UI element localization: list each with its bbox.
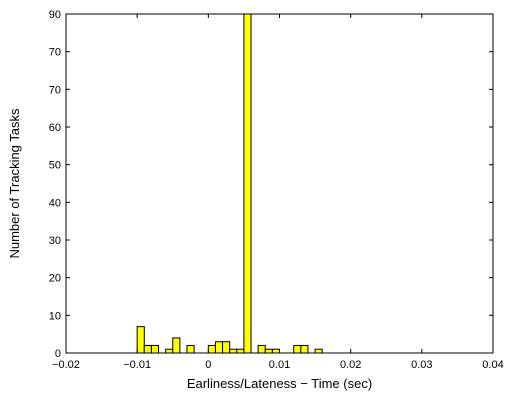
histogram-bar <box>264 348 273 354</box>
y-tick-label: 60 <box>49 122 61 134</box>
x-axis: −0.02 −0.01 0 0.01 0.02 0.03 0.04 <box>52 14 504 371</box>
histogram-bar <box>222 341 231 354</box>
x-tick-label: 0.02 <box>340 359 361 371</box>
histogram-bar <box>257 344 266 354</box>
x-tick-label: 0 <box>205 359 211 371</box>
histogram-bar <box>214 341 224 354</box>
histogram-bar <box>314 348 323 354</box>
histogram-bar <box>207 344 216 354</box>
histogram-bar <box>271 348 280 354</box>
histogram-bar <box>229 348 238 354</box>
histogram-bar <box>243 13 252 354</box>
x-axis-label: Earliness/Lateness − Time (sec) <box>187 376 372 391</box>
histogram-bar <box>143 344 152 354</box>
y-axis-label: Number of Tracking Tasks <box>7 108 22 259</box>
histogram-bar <box>186 344 195 354</box>
x-tick-label: 0.01 <box>269 359 290 371</box>
y-tick-label: 70 <box>49 47 61 59</box>
x-tick-label: −0.01 <box>123 359 151 371</box>
histogram-bar <box>236 348 245 354</box>
y-tick-label: 10 <box>49 310 61 322</box>
y-axis: 0 10 20 30 40 50 60 70 70 90 <box>49 9 493 360</box>
y-tick-label: 70 <box>49 84 61 96</box>
histogram-bar <box>136 326 145 354</box>
y-tick-label: 0 <box>55 348 61 360</box>
x-tick-label: 0.04 <box>482 359 503 371</box>
y-tick-label: 90 <box>49 9 61 21</box>
y-tick-label: 30 <box>49 235 61 247</box>
y-tick-label: 40 <box>49 197 61 209</box>
histogram-bar <box>300 344 309 354</box>
y-tick-label: 20 <box>49 273 61 285</box>
y-tick-label: 50 <box>49 160 61 172</box>
histogram-bar <box>172 337 181 354</box>
x-tick-label: 0.03 <box>411 359 432 371</box>
x-tick-label: −0.02 <box>52 359 80 371</box>
bars-group <box>136 13 323 354</box>
plot-area <box>65 13 494 354</box>
histogram-bar <box>165 348 174 354</box>
histogram-bar <box>150 344 160 354</box>
histogram-bar <box>293 344 302 354</box>
